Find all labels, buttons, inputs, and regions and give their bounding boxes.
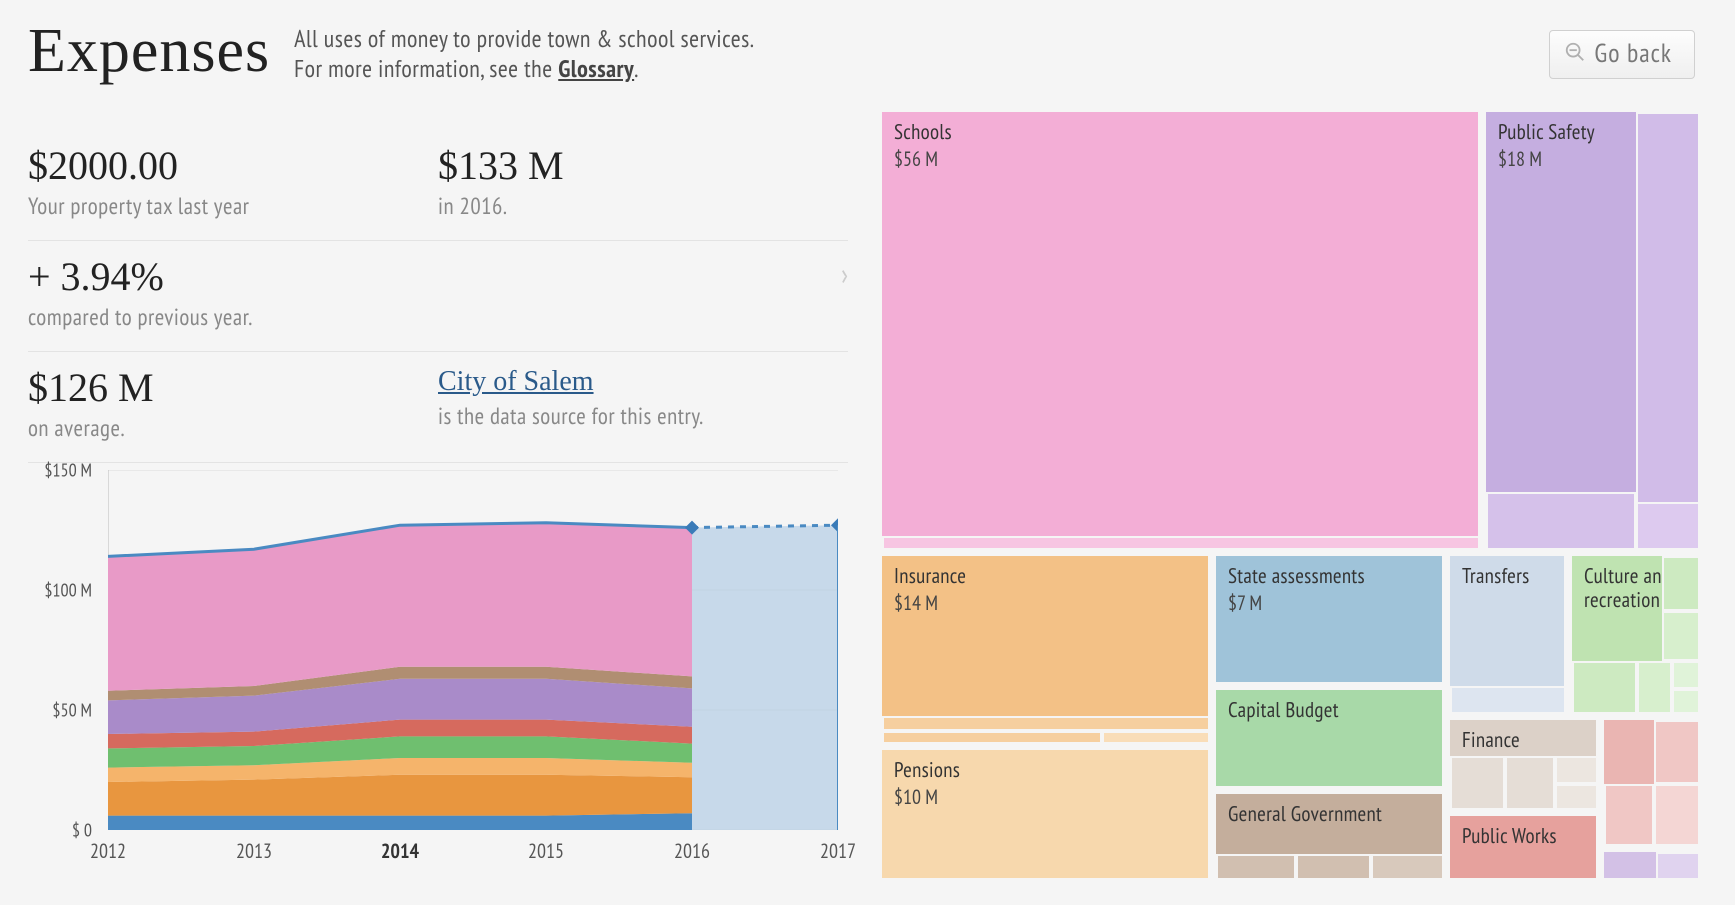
treemap-subcell[interactable] <box>1672 661 1700 689</box>
treemap-cell-finance[interactable]: Finance <box>1448 718 1598 810</box>
treemap-cell-label: General Government <box>1228 802 1430 826</box>
y-axis-label: $150 M <box>28 459 92 482</box>
treemap-subcell[interactable] <box>1371 854 1444 880</box>
treemap-cell-general-gov[interactable]: General Government <box>1214 792 1444 880</box>
treemap-subcell[interactable] <box>1662 611 1700 661</box>
treemap-cell-capital-budget[interactable]: Capital Budget <box>1214 688 1444 788</box>
treemap-cell-schools[interactable]: Schools$56 M <box>880 110 1480 550</box>
treemap-subcell[interactable] <box>1656 852 1700 880</box>
x-axis-label: 2013 <box>236 838 272 884</box>
page-subtitle: All uses of money to provide town & scho… <box>294 20 754 84</box>
treemap-subcell[interactable] <box>1486 492 1636 550</box>
avg-label: on average. <box>28 414 438 444</box>
treemap-cell-pensions[interactable]: Pensions$10 M <box>880 748 1210 880</box>
treemap-cell-public-works[interactable]: Public Works <box>1448 814 1598 880</box>
treemap-cell-transfers[interactable]: Transfers <box>1448 554 1566 714</box>
change-value: + 3.94% <box>28 255 848 299</box>
treemap-cell-label: State assessments <box>1228 564 1430 588</box>
treemap-subcell[interactable] <box>1637 661 1672 714</box>
y-axis-label: $50 M <box>28 699 92 722</box>
treemap-subcell[interactable] <box>1555 784 1598 810</box>
treemap-subcell[interactable] <box>1555 756 1598 784</box>
treemap-cell-value: $14 M <box>894 590 1196 616</box>
treemap-subcell[interactable] <box>882 536 1480 550</box>
change-label: compared to previous year. <box>28 303 848 333</box>
treemap-cell-value: $7 M <box>1228 590 1430 616</box>
y-axis-label: $ 0 <box>28 819 92 842</box>
x-axis-label: 2017 <box>820 838 856 884</box>
treemap-cell-state-assess[interactable]: State assessments$7 M <box>1214 554 1444 684</box>
y-axis-label: $100 M <box>28 579 92 602</box>
total-label: in 2016. <box>438 192 848 222</box>
zoom-out-icon <box>1564 41 1586 63</box>
treemap-subcell[interactable] <box>1636 112 1700 550</box>
treemap-cell-label: Schools <box>894 120 1466 144</box>
treemap-subcell[interactable] <box>1604 784 1654 846</box>
subtitle-line2-suffix: . <box>634 53 639 84</box>
treemap-cell-value: $10 M <box>894 784 1196 810</box>
treemap-cell-public-safety[interactable]: Public Safety$18 M <box>1484 110 1700 550</box>
treemap[interactable]: Schools$56 MPublic Safety$18 MInsurance$… <box>880 110 1700 880</box>
x-axis-label: 2014 <box>381 838 419 884</box>
treemap-subcell[interactable] <box>1296 854 1371 880</box>
avg-value: $126 M <box>28 366 438 410</box>
treemap-cell-label: Finance <box>1462 728 1584 752</box>
treemap-subcell[interactable] <box>882 716 1210 731</box>
data-source-label: is the data source for this entry. <box>438 402 848 432</box>
treemap-subcell[interactable] <box>1450 756 1505 810</box>
treemap-subcell[interactable] <box>1654 720 1700 784</box>
glossary-link[interactable]: Glossary <box>558 53 634 84</box>
treemap-subcell[interactable] <box>882 731 1102 744</box>
area-chart-svg <box>108 470 838 830</box>
subtitle-line1: All uses of money to provide town & scho… <box>294 23 754 54</box>
total-value: $133 M <box>438 144 848 188</box>
treemap-subcell[interactable] <box>1505 756 1555 810</box>
treemap-cell-misc-purple[interactable] <box>1602 850 1700 880</box>
treemap-cell-misc-red[interactable] <box>1602 718 1700 846</box>
treemap-subcell[interactable] <box>1636 502 1700 550</box>
treemap-cell-insurance[interactable]: Insurance$14 M <box>880 554 1210 744</box>
data-source-link[interactable]: City of Salem <box>438 366 594 397</box>
area-chart: $ 0$50 M$100 M$150 M20122013201420152016… <box>28 470 848 880</box>
treemap-subcell[interactable] <box>1654 784 1700 846</box>
treemap-subcell[interactable] <box>1572 661 1637 714</box>
chevron-right-icon[interactable]: › <box>841 255 848 292</box>
treemap-subcell[interactable] <box>1450 686 1566 714</box>
go-back-button[interactable]: Go back <box>1549 30 1695 79</box>
property-tax-value: $2000.00 <box>28 144 438 188</box>
treemap-cell-label: Pensions <box>894 758 1196 782</box>
treemap-cell-label: Transfers <box>1462 564 1552 588</box>
treemap-subcell[interactable] <box>1672 689 1700 714</box>
treemap-subcell[interactable] <box>1216 854 1296 880</box>
page-title: Expenses <box>28 20 270 82</box>
x-axis-label: 2016 <box>674 838 710 884</box>
treemap-subcell[interactable] <box>1662 556 1700 611</box>
treemap-cell-label: Insurance <box>894 564 1196 588</box>
subtitle-line2-prefix: For more information, see the <box>294 53 558 84</box>
property-tax-label: Your property tax last year <box>28 192 438 222</box>
go-back-label: Go back <box>1594 37 1672 70</box>
x-axis-label: 2012 <box>90 838 126 884</box>
treemap-cell-label: Public Works <box>1462 824 1584 848</box>
stats-panel: $2000.00 Your property tax last year $13… <box>28 130 848 463</box>
treemap-subcell[interactable] <box>1102 731 1210 744</box>
treemap-cell-label: Capital Budget <box>1228 698 1430 722</box>
x-axis-label: 2015 <box>528 838 564 884</box>
treemap-cell-value: $56 M <box>894 146 1466 172</box>
treemap-cell-culture[interactable]: Culture and recreation <box>1570 554 1700 714</box>
